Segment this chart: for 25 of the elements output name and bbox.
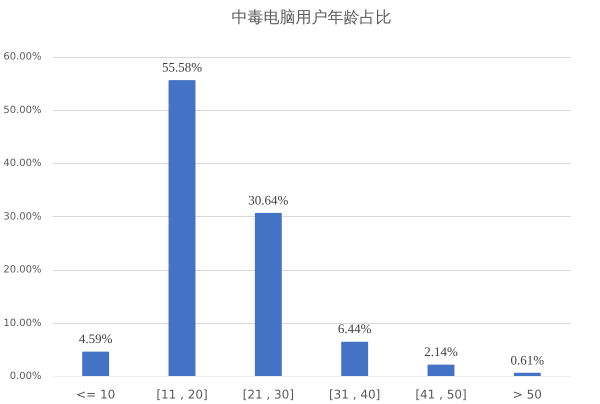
bar [82, 352, 110, 376]
bar [254, 212, 282, 376]
y-tick-label: 60.00% [3, 52, 42, 63]
x-tick-label: [31 , 40] [328, 388, 380, 402]
data-label: 55.58% [162, 60, 202, 75]
x-tick-label: [11 , 20] [156, 388, 208, 402]
x-tick-label: [41 , 50] [415, 388, 467, 402]
y-tick-label: 10.00% [3, 318, 42, 329]
y-tick-label: 40.00% [3, 158, 42, 170]
bar [341, 342, 368, 376]
data-label: 30.64% [248, 192, 289, 208]
x-tick-label: > 50 [512, 388, 542, 402]
y-tick-label: 20.00% [3, 264, 42, 276]
data-label: 0.61% [510, 352, 544, 368]
data-label: 6.44% [338, 321, 372, 336]
y-tick-label: 50.00% [3, 104, 42, 116]
x-tick-label: <= 10 [76, 388, 116, 402]
bar [428, 364, 454, 376]
y-tick-label: 0.00% [10, 371, 42, 382]
x-tick-label: [21 , 30] [242, 388, 294, 402]
data-label: 2.14% [424, 344, 458, 360]
data-label: 4.59% [78, 331, 113, 346]
bar [168, 80, 196, 376]
chart-title: 中毒电脑用户年龄占比 [232, 8, 392, 26]
y-tick-label: 30.00% [3, 211, 42, 222]
